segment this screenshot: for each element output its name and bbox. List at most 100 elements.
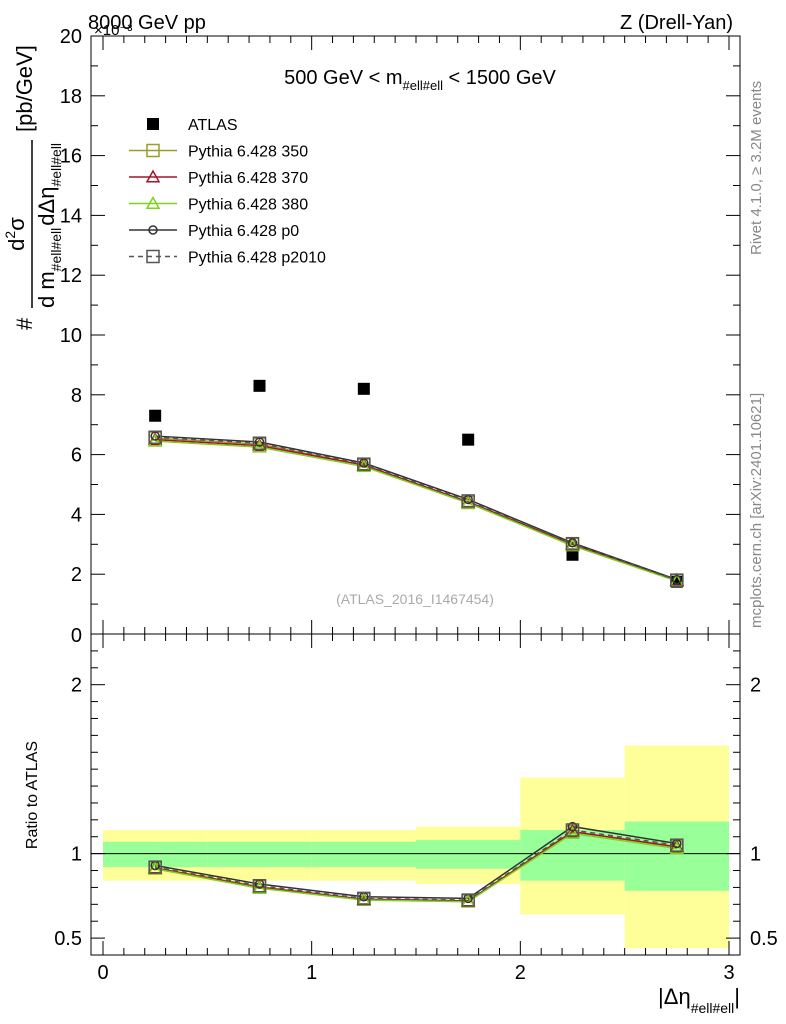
ratio-band-inner bbox=[207, 841, 312, 868]
y-label-den-d: d m bbox=[34, 271, 59, 308]
ratio-data-point bbox=[252, 878, 267, 893]
main-y-axis: 2 4 6 8 10 12 14 16 18 20 0 bbox=[60, 26, 740, 647]
main-series-line bbox=[155, 440, 678, 582]
ratio-y-tick-label: 1 bbox=[71, 844, 82, 866]
legend-marker bbox=[146, 249, 160, 264]
main-y-tick-label-zero: 0 bbox=[71, 625, 82, 647]
ratio-y-tick-label-right: 2 bbox=[750, 675, 761, 697]
main-y-tick-label: 6 bbox=[71, 445, 82, 467]
y-label-denominator: d m#ell#elldΔη#ell#ell bbox=[34, 143, 64, 308]
main-y-tick-label: 16 bbox=[60, 146, 82, 168]
legend-marker bbox=[145, 195, 161, 210]
main-y-tick-label: 20 bbox=[60, 26, 82, 48]
y-exponent-label: ×10⁻³ bbox=[94, 22, 132, 39]
plot-title: 500 GeV < m#ell#ell < 1500 GeV bbox=[284, 67, 556, 93]
main-y-tick-label: 10 bbox=[60, 325, 82, 347]
ratio-uncertainty-bands bbox=[103, 745, 729, 949]
ratio-band-inner bbox=[624, 821, 729, 891]
main-data-point bbox=[461, 494, 475, 508]
y-label-unit: [pb/GeV] bbox=[12, 45, 37, 132]
main-data-point bbox=[150, 431, 160, 441]
main-y-tick-label: 14 bbox=[60, 205, 82, 227]
analysis-watermark: (ATLAS_2016_I1467454) bbox=[336, 591, 494, 607]
ratio-series-markers bbox=[147, 821, 685, 908]
ratio-series-lines bbox=[155, 825, 677, 903]
ratio-data-point bbox=[669, 841, 685, 855]
y-label-hash: # bbox=[12, 317, 37, 330]
main-data-point bbox=[462, 433, 475, 446]
ratio-y-tick-label: 2 bbox=[71, 675, 82, 697]
legend-item: ATLAS bbox=[147, 117, 238, 134]
legend-item: Pythia 6.428 p0 bbox=[129, 223, 299, 240]
main-series-line bbox=[155, 438, 678, 581]
ratio-x-tick-label: 0 bbox=[97, 962, 108, 984]
ratio-band-inner bbox=[311, 841, 416, 868]
rivet-label: Rivet 4.1.0, ≥ 3.2M events bbox=[748, 81, 765, 255]
legend-item: Pythia 6.428 350 bbox=[129, 144, 308, 161]
main-series-line bbox=[155, 435, 678, 581]
main-y-tick-label: 18 bbox=[60, 86, 82, 108]
main-data-point bbox=[357, 382, 370, 395]
legend-label: Pythia 6.428 p0 bbox=[188, 223, 299, 240]
ratio-x-tick-label: 1 bbox=[306, 962, 317, 984]
y-label-num-exp: 2 bbox=[2, 231, 18, 239]
main-y-tick-label: 2 bbox=[71, 564, 82, 586]
main-x-ticks bbox=[102, 36, 730, 634]
y-label-numerator: d2σ bbox=[2, 217, 29, 251]
main-y-axis-label: # d2σ d m#ell#elldΔη#ell#ell [pb/GeV] bbox=[2, 45, 64, 330]
ratio-data-point bbox=[357, 891, 371, 906]
main-data-point bbox=[566, 548, 579, 561]
ratio-data-point bbox=[670, 838, 684, 852]
title-pre: 500 GeV < m bbox=[284, 67, 402, 89]
main-series-lines bbox=[155, 435, 678, 582]
ratio-y-axis-label: Ratio to ATLAS bbox=[24, 741, 41, 849]
legend-label: Pythia 6.428 380 bbox=[188, 197, 308, 214]
title-post: < 1500 GeV bbox=[443, 67, 557, 89]
legend-marker bbox=[146, 143, 160, 158]
ratio-y-tick-label-right: 1 bbox=[750, 844, 761, 866]
main-data-point bbox=[357, 457, 371, 471]
x-label-pre: |Δη bbox=[658, 984, 691, 1009]
ratio-data-point bbox=[461, 893, 475, 907]
legend-label: Pythia 6.428 p2010 bbox=[188, 250, 326, 267]
legend-label: Pythia 6.428 350 bbox=[188, 144, 308, 161]
legend-item: Pythia 6.428 370 bbox=[129, 169, 308, 187]
main-data-point bbox=[359, 458, 369, 468]
main-data-point bbox=[670, 573, 684, 587]
main-data-point bbox=[253, 379, 266, 392]
title-sub: #ell#ell bbox=[403, 78, 444, 93]
main-y-tick-label: 12 bbox=[60, 265, 82, 287]
main-series-line bbox=[155, 436, 678, 581]
main-data-point bbox=[565, 536, 580, 551]
legend-marker bbox=[145, 169, 161, 183]
ratio-series-line bbox=[155, 830, 677, 902]
legend-item: Pythia 6.428 380 bbox=[129, 195, 308, 214]
main-data-point bbox=[147, 433, 163, 447]
legend-marker bbox=[148, 225, 158, 235]
ratio-data-point bbox=[148, 860, 162, 874]
main-plot-panel: 2 4 6 8 10 12 14 16 18 20 0 500 GeV < m#ell#ell < … bbox=[60, 26, 741, 647]
ratio-plot-panel: 0.5 0.5 1 1 2 2 0 1 2 3 bbox=[54, 633, 778, 984]
legend-label: Pythia 6.428 370 bbox=[188, 170, 308, 187]
main-data-point bbox=[149, 409, 162, 422]
ratio-series-line bbox=[155, 829, 677, 901]
main-data-point bbox=[567, 538, 578, 548]
x-label-sub: #ell#ell bbox=[691, 1000, 735, 1016]
main-data-point bbox=[148, 430, 162, 445]
legend: ATLAS Pythia 6.428 350 Pythia 6.428 370 Pyt… bbox=[129, 117, 326, 267]
y-label-den-sub2: #ell#ell bbox=[48, 143, 64, 187]
x-axis-label: |Δη#ell#ell| bbox=[658, 984, 740, 1016]
main-series-markers bbox=[147, 379, 685, 588]
ratio-y-tick-label-right: 0.5 bbox=[750, 928, 778, 950]
ratio-x-tick-label: 3 bbox=[723, 962, 734, 984]
main-data-point bbox=[254, 437, 265, 447]
ratio-y-axis: 0.5 0.5 1 1 2 2 bbox=[54, 650, 778, 950]
ratio-band-inner bbox=[416, 840, 521, 869]
process-label: Z (Drell-Yan) bbox=[620, 12, 733, 34]
ratio-data-point bbox=[565, 823, 580, 837]
legend-item: Pythia 6.428 p2010 bbox=[129, 250, 326, 267]
main-data-point bbox=[252, 439, 267, 453]
y-label-num-d: d bbox=[4, 239, 29, 251]
ratio-x-axis: 0 1 2 3 bbox=[97, 634, 735, 984]
